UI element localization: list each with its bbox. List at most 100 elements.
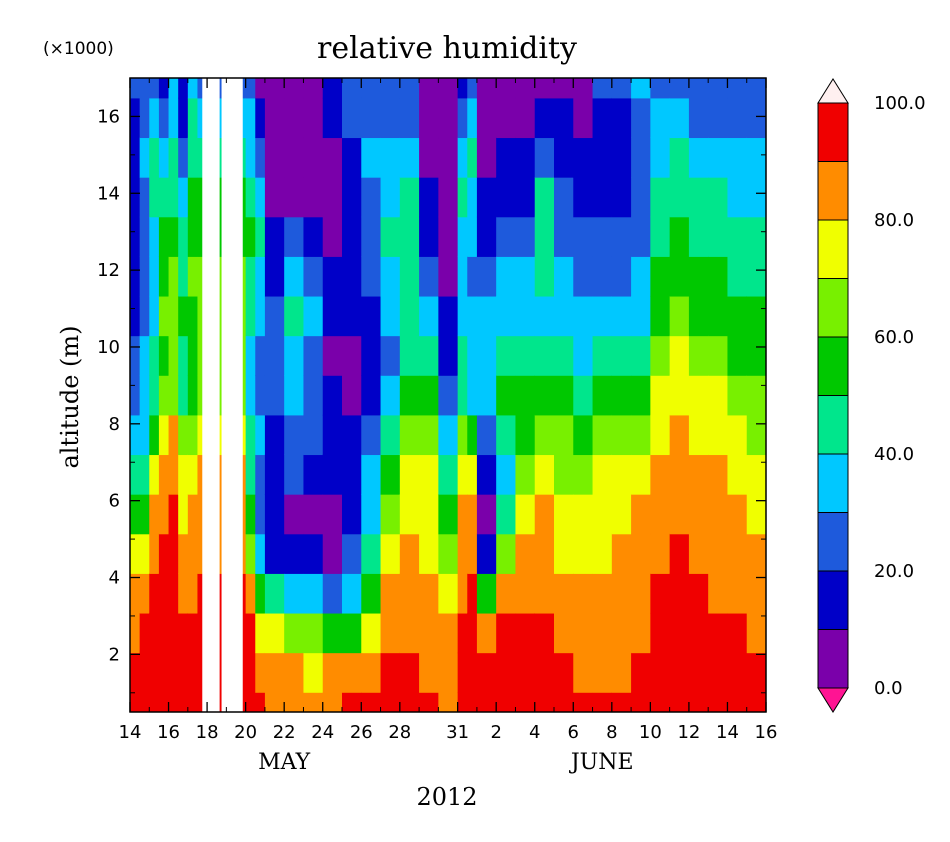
heatmap-cell xyxy=(255,494,266,535)
heatmap-cell xyxy=(631,177,651,218)
heatmap-cell xyxy=(631,454,651,495)
heatmap-cell xyxy=(611,652,632,693)
heatmap-cell xyxy=(264,177,285,218)
heatmap-cell xyxy=(669,692,690,712)
heatmap-cell xyxy=(467,533,478,574)
heatmap-cell xyxy=(361,97,382,139)
heatmap-cell xyxy=(650,652,671,693)
heatmap-cell xyxy=(611,335,632,376)
heatmap-cell xyxy=(573,414,594,456)
heatmap-cell xyxy=(245,295,256,337)
heatmap-cell xyxy=(168,692,179,712)
heatmap-cell xyxy=(688,375,709,416)
heatmap-cell xyxy=(573,612,594,654)
heatmap-cell xyxy=(342,612,362,654)
heatmap-cell xyxy=(245,216,256,257)
heatmap-cell xyxy=(688,335,709,376)
heatmap-cell xyxy=(592,573,613,614)
heatmap-cell xyxy=(708,652,729,693)
heatmap-cell xyxy=(399,612,420,654)
heatmap-cell xyxy=(158,216,170,257)
heatmap-cell xyxy=(467,375,478,416)
colorbar-segment xyxy=(817,219,849,279)
heatmap-cell xyxy=(534,494,555,535)
colorbar-segment xyxy=(817,395,849,455)
heatmap-cell xyxy=(303,494,324,535)
heatmap-cell xyxy=(168,295,179,337)
heatmap-cell xyxy=(669,256,690,297)
heatmap-cell xyxy=(496,573,517,614)
x-tick-label: 18 xyxy=(196,722,219,743)
heatmap-cell xyxy=(515,414,536,456)
heatmap-cell xyxy=(168,533,179,574)
heatmap-cell xyxy=(399,692,420,712)
heatmap-cell xyxy=(515,256,536,297)
heatmap-cell xyxy=(727,612,748,654)
heatmap-cell xyxy=(611,454,632,495)
heatmap-cell xyxy=(149,652,160,693)
heatmap-cell xyxy=(361,533,382,574)
heatmap-cell xyxy=(399,78,420,99)
colorbar-segment xyxy=(817,278,849,338)
heatmap-cell xyxy=(264,256,285,297)
x-tick-label: 8 xyxy=(606,722,617,743)
heatmap-cell xyxy=(178,375,189,416)
heatmap-cell xyxy=(515,335,536,376)
heatmap-cell xyxy=(727,414,748,456)
heatmap-cell xyxy=(515,454,536,495)
heatmap-cell xyxy=(139,375,150,416)
heatmap-cell xyxy=(438,256,459,297)
heatmap-cell xyxy=(631,375,651,416)
heatmap-cell xyxy=(303,177,324,218)
heatmap-cell xyxy=(438,78,459,99)
heatmap-cell xyxy=(284,177,305,218)
heatmap-cell xyxy=(650,295,671,337)
heatmap-cell xyxy=(631,335,651,376)
heatmap-cell xyxy=(139,295,150,337)
y-axis: 2 4 6 8 10 12 14 16 xyxy=(97,77,766,694)
heatmap-cell xyxy=(419,652,439,693)
heatmap-cell xyxy=(187,573,199,614)
heatmap-cell xyxy=(467,454,478,495)
heatmap-cell xyxy=(380,414,401,456)
heatmap-cell xyxy=(611,573,632,614)
heatmap-cell xyxy=(342,216,362,257)
heatmap-cell xyxy=(467,137,478,178)
heatmap-cell xyxy=(284,692,305,712)
heatmap-cell xyxy=(284,78,305,99)
heatmap-cell xyxy=(457,494,468,535)
heatmap-cell xyxy=(650,137,671,178)
heatmap-cell xyxy=(158,573,170,614)
heatmap-cell xyxy=(187,494,199,535)
heatmap-cell xyxy=(457,454,468,495)
colorbar-segment xyxy=(817,161,849,221)
heatmap-cell xyxy=(438,692,459,712)
heatmap-cell xyxy=(361,295,382,337)
heatmap-cell xyxy=(342,692,362,712)
heatmap-cell xyxy=(515,494,536,535)
heatmap-cell xyxy=(245,692,256,712)
colorbar-segment xyxy=(817,102,849,162)
heatmap-cell xyxy=(746,533,766,574)
heatmap-cell xyxy=(573,652,594,693)
heatmap-cell xyxy=(322,177,343,218)
heatmap-cell xyxy=(139,256,150,297)
heatmap-cell xyxy=(255,612,266,654)
x-tick-label: 24 xyxy=(311,722,334,743)
heatmap-cell xyxy=(322,494,343,535)
heatmap-cell xyxy=(419,78,439,99)
heatmap-cell xyxy=(554,414,574,456)
heatmap-cell xyxy=(130,454,141,495)
heatmap-cell xyxy=(178,256,189,297)
heatmap-cell xyxy=(457,97,468,139)
heatmap-cell xyxy=(149,533,160,574)
heatmap-cell xyxy=(688,652,709,693)
y-tick-label: 16 xyxy=(97,106,120,127)
heatmap-cell xyxy=(380,216,401,257)
heatmap-cell xyxy=(284,533,305,574)
heatmap-cell xyxy=(669,216,690,257)
heatmap-cell xyxy=(496,295,517,337)
heatmap-cell xyxy=(380,494,401,535)
heatmap-cell xyxy=(245,454,256,495)
heatmap-cell xyxy=(650,97,671,139)
